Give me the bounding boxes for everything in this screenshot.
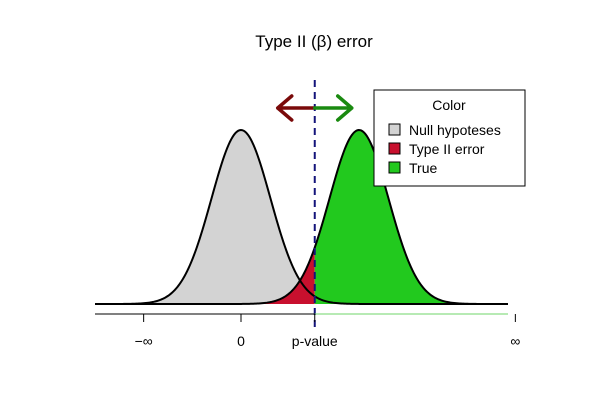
- legend-label-0: Null hypoteses: [409, 122, 501, 138]
- distribution-curves: [95, 80, 508, 330]
- type-ii-error-area: [103, 247, 315, 304]
- legend-label-1: Type II error: [409, 141, 485, 157]
- legend-entries: Null hypoteses Type II error True: [388, 122, 501, 176]
- legend-title: Color: [432, 97, 466, 113]
- legend-swatch-0: [388, 123, 401, 136]
- x-tick-label-1: 0: [237, 333, 245, 349]
- x-axis: −∞ 0 p-value ∞: [95, 313, 520, 349]
- x-tick-label-0: −∞: [135, 333, 153, 349]
- legend-swatch-1: [388, 142, 401, 155]
- right-arrow: [313, 94, 354, 122]
- distribution-areas: [95, 130, 508, 304]
- chart-title: Type II (β) error: [255, 32, 373, 51]
- legend: Color Null hypoteses Type II error True: [373, 89, 526, 187]
- x-tick-label-2: p-value: [292, 333, 338, 349]
- direction-arrows: [276, 94, 354, 122]
- null-hypotheses-area: [95, 130, 508, 304]
- true-area: [314, 130, 508, 304]
- legend-swatch-2: [388, 161, 401, 174]
- left-arrow: [276, 94, 317, 122]
- null-hypotheses-curve: [95, 128, 508, 305]
- legend-label-2: True: [409, 160, 437, 176]
- x-tick-label-3: ∞: [510, 333, 520, 349]
- alternative-curve: [103, 129, 508, 305]
